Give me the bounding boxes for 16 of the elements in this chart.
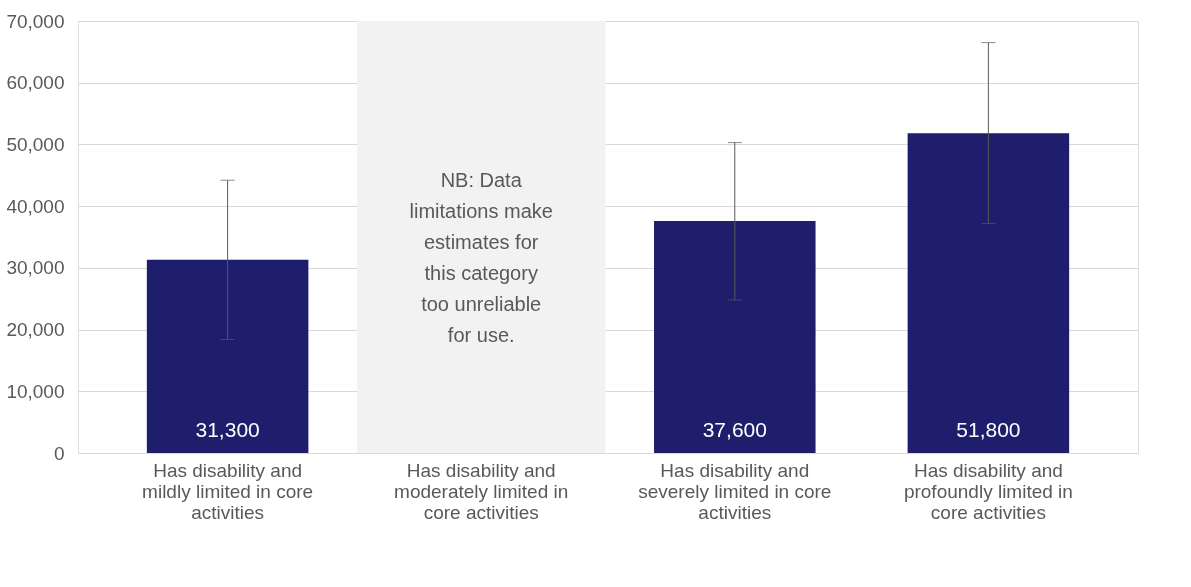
x-tick-label: Has disability and severely limited in core activities [638,459,832,523]
y-tick-label: 30,000 [6,257,65,279]
data-label: 37,600 [702,418,767,441]
x-tick-label: Has disability and profoundly limited in core activities [903,459,1073,523]
y-tick-label: 10,000 [6,380,65,402]
y-tick-label: 40,000 [6,195,65,217]
annotation: NB: Data limitations make estimates for this category too unreliable for use. [409,168,553,346]
x-tick-label: Has disability and mildly limited in core activities [142,459,314,523]
y-tick-label: 0 [53,442,65,464]
data-label: 51,800 [956,418,1021,441]
y-tick-label: 20,000 [6,319,65,341]
x-tick-label: Has disability and moderately limited in core activities [394,459,569,523]
y-tick-label: 70,000 [6,10,65,32]
y-tick-label: 60,000 [6,72,65,94]
data-label: 31,300 [195,418,260,441]
y-tick-label: 50,000 [6,133,65,155]
